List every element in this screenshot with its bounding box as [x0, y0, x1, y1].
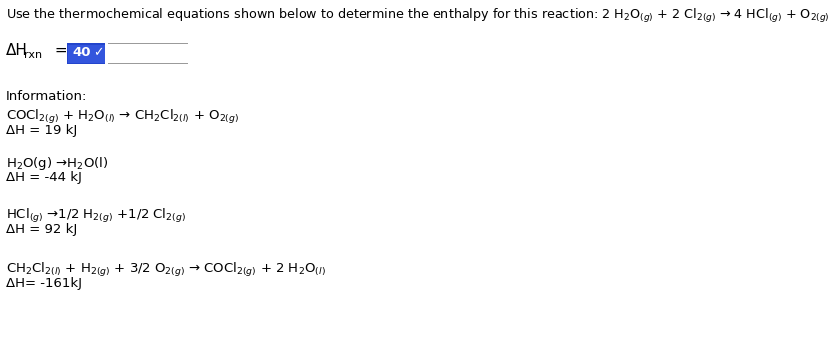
Text: H$_2$O(g) →H$_2$O(l): H$_2$O(g) →H$_2$O(l) — [6, 155, 108, 172]
Text: ✓: ✓ — [92, 46, 103, 59]
Text: ΔH = 19 kJ: ΔH = 19 kJ — [6, 124, 77, 137]
Text: Information:: Information: — [6, 90, 87, 103]
Text: ΔH: ΔH — [6, 43, 27, 58]
Text: Use the thermochemical equations shown below to determine the enthalpy for this : Use the thermochemical equations shown b… — [6, 7, 830, 25]
Text: ΔH = -44 kJ: ΔH = -44 kJ — [6, 171, 82, 184]
Text: rxn: rxn — [24, 50, 42, 60]
Text: 40: 40 — [72, 46, 91, 59]
FancyBboxPatch shape — [67, 43, 106, 65]
Text: CH$_2$Cl$_{2(l)}$ + H$_{2(g)}$ + 3/2 O$_{2(g)}$ → COCl$_{2(g)}$ + 2 H$_2$O$_{(l): CH$_2$Cl$_{2(l)}$ + H$_{2(g)}$ + 3/2 O$_… — [6, 261, 326, 279]
Text: COCl$_{2(g)}$ + H$_2$O$_{(l)}$ → CH$_2$Cl$_{2(l)}$ + O$_{2(g)}$: COCl$_{2(g)}$ + H$_2$O$_{(l)}$ → CH$_2$C… — [6, 108, 239, 126]
Text: ΔH = 92 kJ: ΔH = 92 kJ — [6, 223, 77, 236]
FancyBboxPatch shape — [107, 43, 190, 65]
Text: ΔH= -161kJ: ΔH= -161kJ — [6, 277, 82, 290]
Text: HCl$_{(g)}$ →1/2 H$_{2(g)}$ +1/2 Cl$_{2(g)}$: HCl$_{(g)}$ →1/2 H$_{2(g)}$ +1/2 Cl$_{2(… — [6, 207, 186, 225]
Text: =: = — [50, 43, 72, 58]
